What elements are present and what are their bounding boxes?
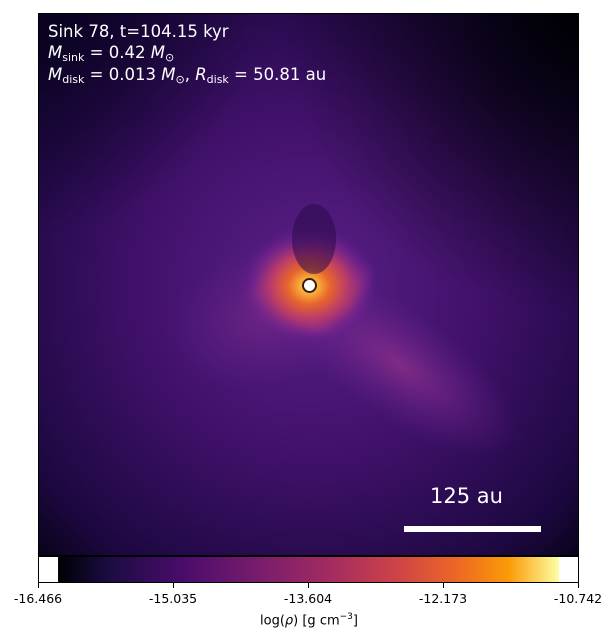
colorbar-label: log(ρ) [g cm−3] <box>260 612 358 629</box>
colorbar-tick <box>38 583 39 588</box>
scale-bar <box>404 526 541 532</box>
sink-mass: Msink = 0.42 M⊙ <box>48 43 175 64</box>
colorbar-tick-label: -13.604 <box>283 591 333 606</box>
colorbar-tick-label: -16.466 <box>13 591 63 606</box>
colorbar-tick-label: -10.742 <box>553 591 603 606</box>
density-map: Sink 78, t=104.15 kyr Msink = 0.42 M⊙ Md… <box>38 13 579 556</box>
colorbar-tick-label: -12.173 <box>418 591 468 606</box>
colorbar-tick <box>443 583 444 588</box>
scale-bar-label: 125 au <box>430 484 503 508</box>
colorbar <box>38 556 579 583</box>
colorbar-tick <box>308 583 309 588</box>
colorbar-tick <box>578 583 579 588</box>
sink-marker <box>302 278 317 293</box>
colorbar-tick-label: -15.035 <box>148 591 198 606</box>
colorbar-tick <box>173 583 174 588</box>
disk-properties: Mdisk = 0.013 M⊙, Rdisk = 50.81 au <box>48 65 327 86</box>
sink-title: Sink 78, t=104.15 kyr <box>48 22 229 41</box>
